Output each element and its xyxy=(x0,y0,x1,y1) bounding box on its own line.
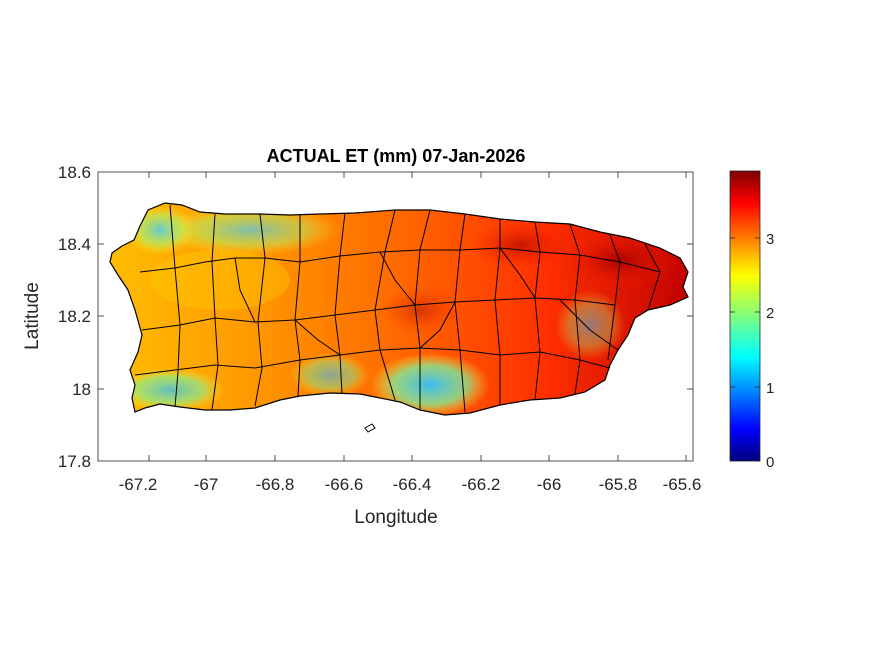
municipal-boundaries xyxy=(134,204,661,413)
y-tick-marks xyxy=(98,243,693,390)
x-tick-marks xyxy=(148,172,687,461)
island-outline xyxy=(109,202,689,416)
colorbar-label: 0 xyxy=(766,454,774,471)
y-tick-label: 18 xyxy=(72,380,91,399)
colorbar-label: 3 xyxy=(766,231,774,248)
x-tick-label: -66.6 xyxy=(325,475,364,494)
island-heatmap xyxy=(110,203,688,415)
colorbar-ticks xyxy=(730,237,760,462)
y-tick-label: 17.8 xyxy=(58,452,91,471)
colorbar xyxy=(729,170,761,462)
x-tick-label: -66.2 xyxy=(462,475,501,494)
x-tick-label: -65.8 xyxy=(599,475,638,494)
x-tick-labels: -67.2 -67 -66.8 -66.6 -66.4 -66.2 -66 -6… xyxy=(119,475,702,494)
x-tick-label: -66 xyxy=(537,475,562,494)
colorbar-labels: 0 1 2 3 xyxy=(766,231,774,471)
colorbar-label: 2 xyxy=(766,305,774,322)
x-tick-label: -65.6 xyxy=(663,475,702,494)
y-tick-label: 18.4 xyxy=(58,235,91,254)
y-tick-label: 18.6 xyxy=(58,163,91,182)
x-axis-title: Longitude xyxy=(354,507,437,528)
map-title: ACTUAL ET (mm) 07-Jan-2026 xyxy=(267,146,526,166)
x-tick-label: -67.2 xyxy=(119,475,158,494)
colorbar-label: 1 xyxy=(766,380,774,397)
y-axis-title: Latitude xyxy=(22,282,43,350)
x-tick-label: -67 xyxy=(194,475,219,494)
small-islet xyxy=(364,423,376,433)
y-tick-label: 18.2 xyxy=(58,307,91,326)
x-tick-label: -66.8 xyxy=(256,475,295,494)
x-tick-label: -66.4 xyxy=(393,475,432,494)
y-tick-labels: 18.6 18.4 18.2 18 17.8 xyxy=(58,163,91,471)
